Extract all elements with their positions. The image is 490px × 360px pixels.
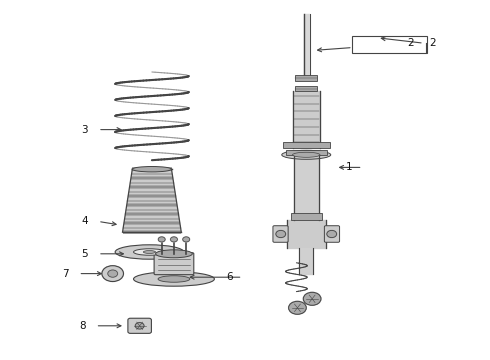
FancyBboxPatch shape xyxy=(273,226,288,242)
Bar xyxy=(123,225,181,230)
Ellipse shape xyxy=(143,251,156,253)
Circle shape xyxy=(171,237,177,242)
Circle shape xyxy=(158,237,165,242)
Ellipse shape xyxy=(282,150,331,159)
FancyBboxPatch shape xyxy=(324,226,340,242)
Text: 2: 2 xyxy=(429,38,436,48)
Ellipse shape xyxy=(132,166,172,172)
Ellipse shape xyxy=(133,249,166,255)
Ellipse shape xyxy=(133,272,215,286)
Circle shape xyxy=(102,266,123,282)
Text: 7: 7 xyxy=(62,269,69,279)
Circle shape xyxy=(327,230,337,238)
Bar xyxy=(295,86,317,91)
Bar xyxy=(124,221,180,225)
Bar xyxy=(127,203,177,207)
Text: 2: 2 xyxy=(407,38,414,48)
Circle shape xyxy=(135,323,144,329)
Text: 6: 6 xyxy=(226,272,233,282)
Bar xyxy=(126,207,178,212)
Bar xyxy=(295,75,317,81)
Bar xyxy=(122,230,181,234)
Ellipse shape xyxy=(115,245,184,259)
Bar xyxy=(291,213,322,220)
Circle shape xyxy=(183,237,190,242)
Bar xyxy=(127,198,176,203)
Circle shape xyxy=(303,292,321,305)
Bar xyxy=(129,185,174,189)
Text: 1: 1 xyxy=(346,162,353,172)
Ellipse shape xyxy=(293,152,320,157)
FancyBboxPatch shape xyxy=(128,318,151,333)
Bar xyxy=(128,194,176,198)
Text: 3: 3 xyxy=(81,125,88,135)
Bar xyxy=(283,142,330,148)
Ellipse shape xyxy=(158,276,190,282)
Ellipse shape xyxy=(156,250,192,258)
Circle shape xyxy=(289,301,306,314)
Text: 5: 5 xyxy=(81,249,88,259)
Circle shape xyxy=(108,270,118,277)
Bar xyxy=(132,171,172,176)
Bar xyxy=(129,189,175,194)
Bar xyxy=(130,180,173,185)
Bar xyxy=(124,216,179,221)
Bar xyxy=(286,150,327,155)
Bar xyxy=(132,167,172,171)
Bar xyxy=(131,176,173,180)
Text: 8: 8 xyxy=(79,321,86,331)
Text: 4: 4 xyxy=(81,216,88,226)
FancyBboxPatch shape xyxy=(154,253,194,275)
Circle shape xyxy=(276,230,286,238)
Bar xyxy=(125,212,178,216)
